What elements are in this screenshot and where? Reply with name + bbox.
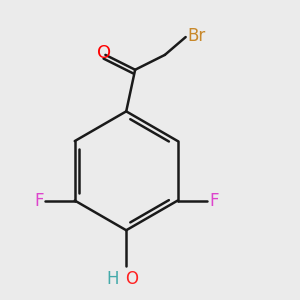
Text: Br: Br (187, 27, 206, 45)
Text: O: O (125, 270, 138, 288)
Text: F: F (34, 191, 43, 209)
Text: O: O (97, 44, 111, 62)
Text: F: F (209, 191, 218, 209)
Text: H: H (106, 270, 119, 288)
